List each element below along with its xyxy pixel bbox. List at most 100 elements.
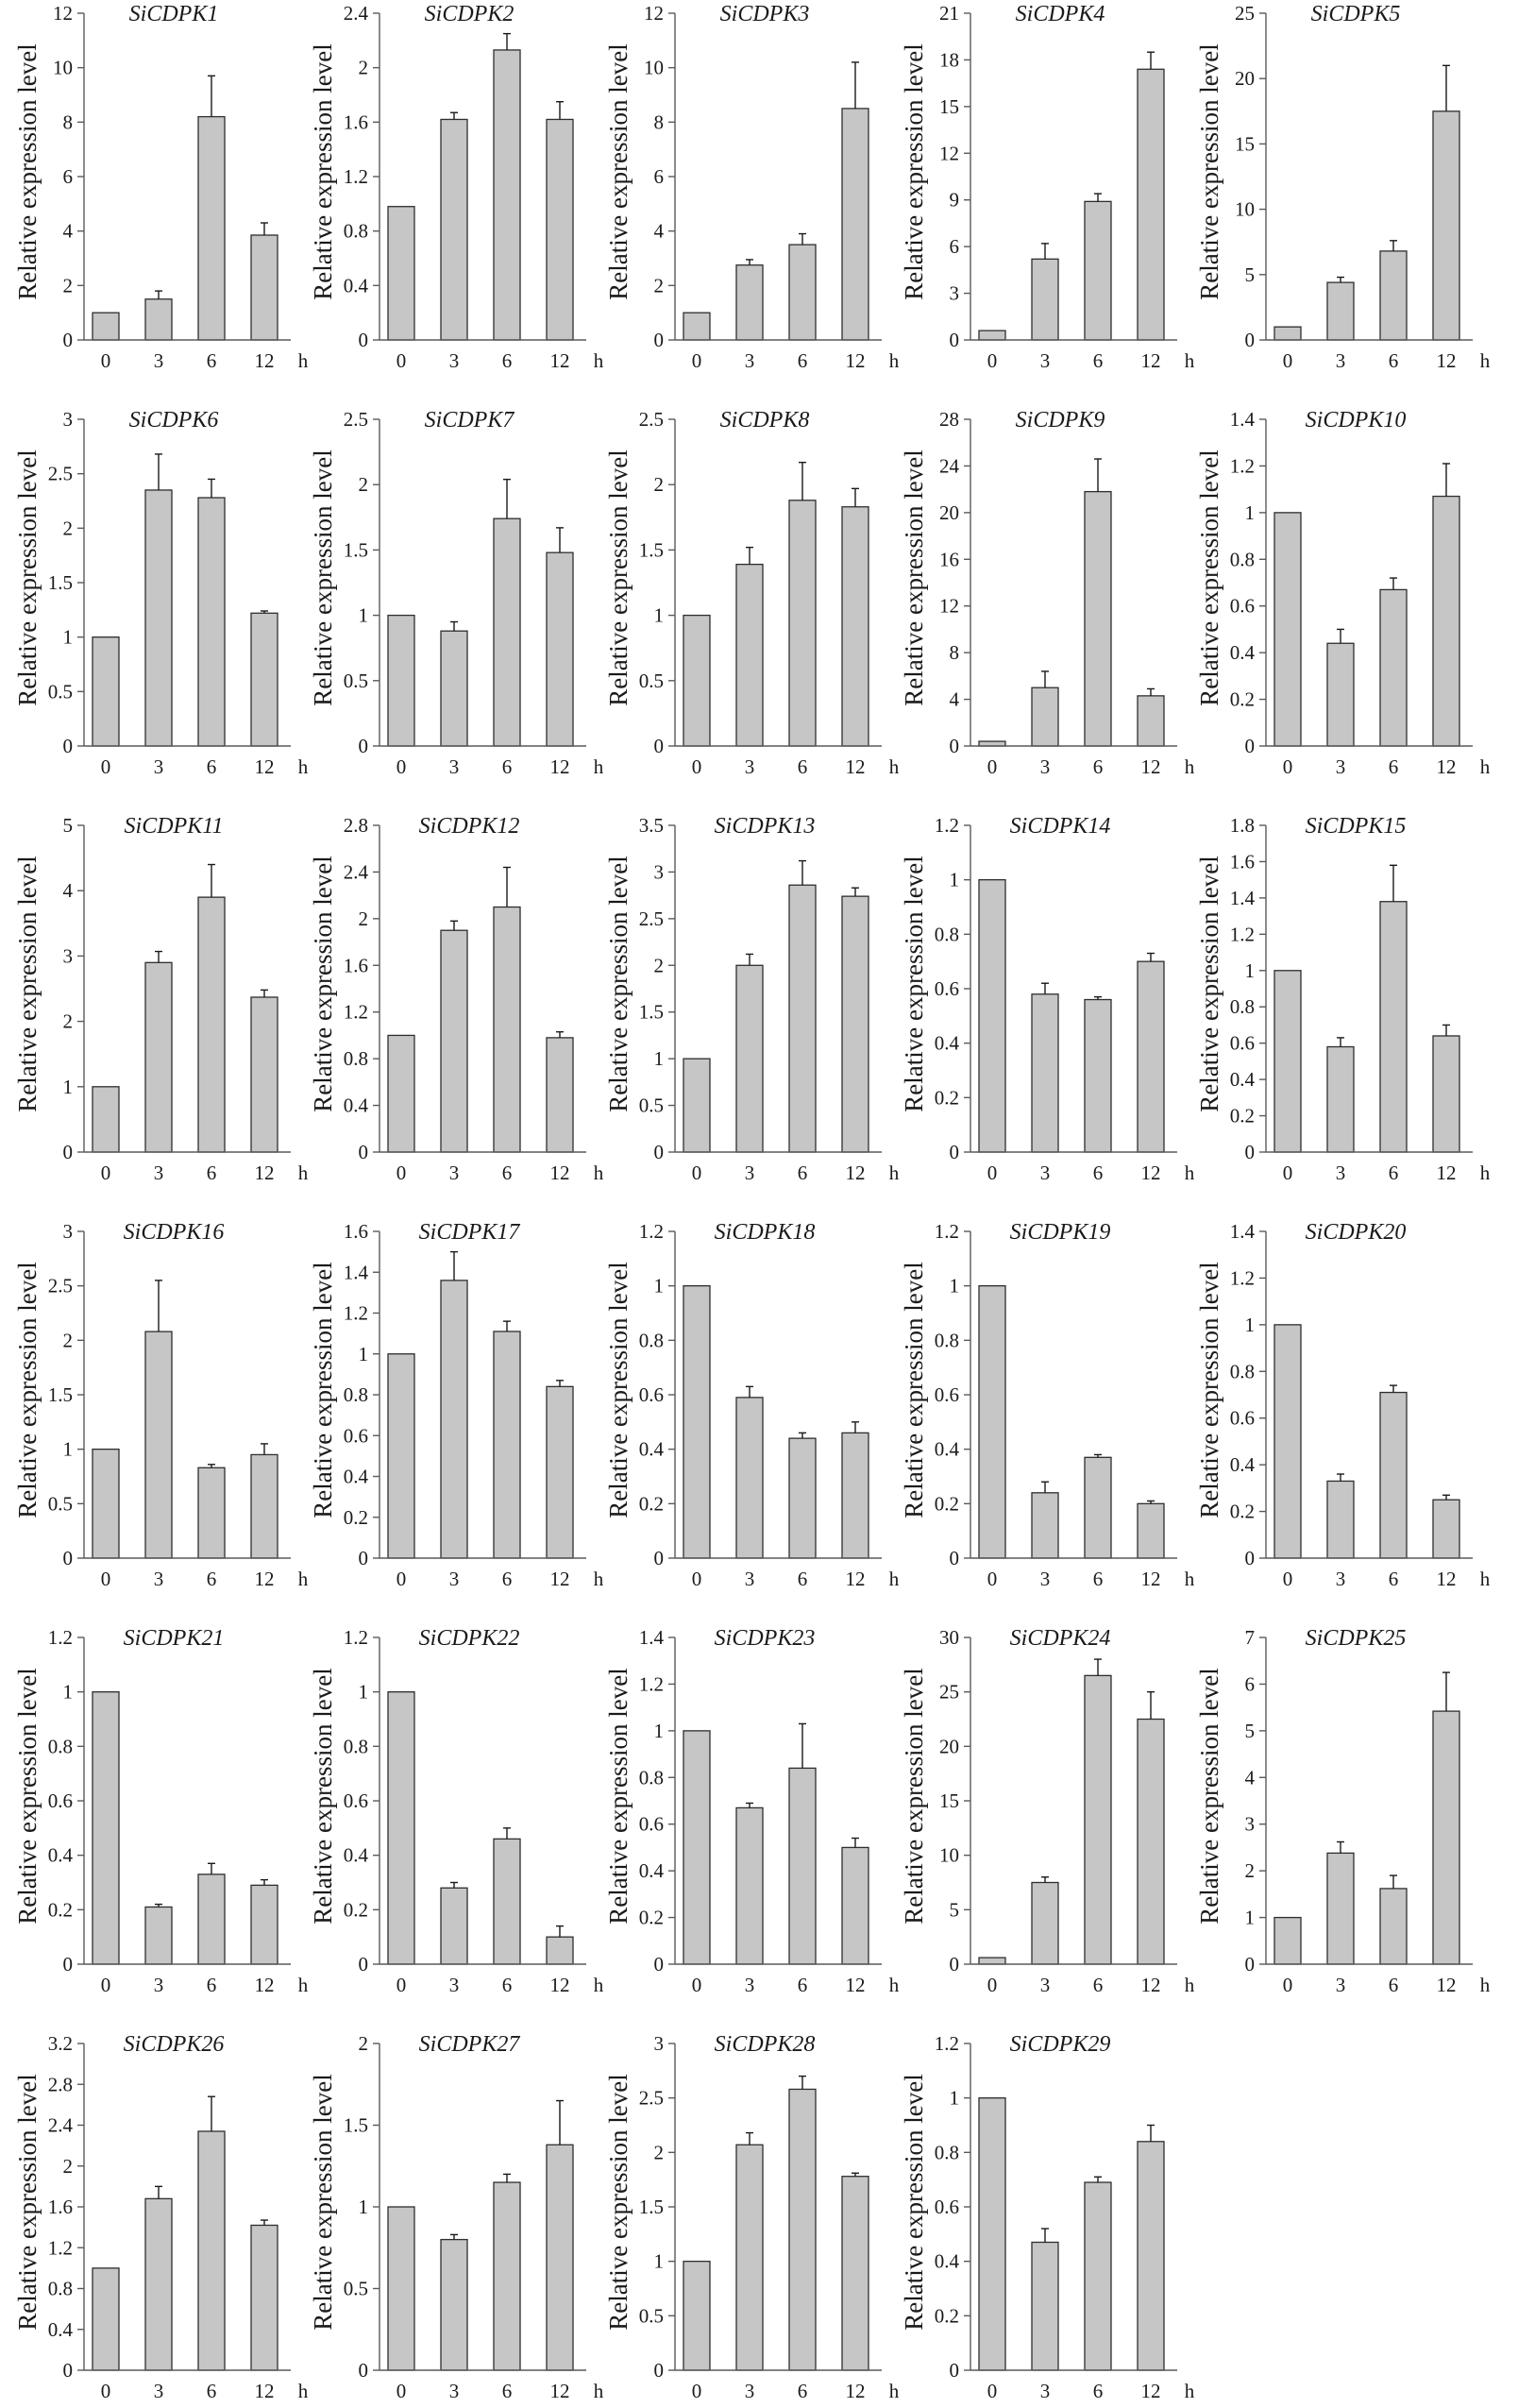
bar: [1379, 588, 1408, 747]
bar: [440, 1280, 468, 1559]
x-tick-label: 3: [449, 1162, 460, 1184]
x-tick-label: 6: [1093, 1162, 1104, 1184]
y-axis-label: Relative expression level: [13, 43, 42, 299]
bar: [546, 118, 574, 341]
y-axis-label: Relative expression level: [900, 1262, 928, 1518]
bar: [1326, 1852, 1355, 1965]
y-tick-label: 3: [654, 860, 665, 883]
y-tick-label: 0.6: [935, 2196, 959, 2218]
y-tick-label: 2: [359, 473, 369, 496]
x-tick-label: 0: [692, 2380, 702, 2402]
y-tick-label: 0: [950, 1141, 960, 1163]
y-tick-label: 1.4: [639, 1626, 665, 1649]
bar: [978, 1957, 1006, 1965]
x-tick-label: 0: [692, 1568, 702, 1590]
x-tick-label: 12: [255, 2380, 275, 2402]
bar: [197, 115, 226, 341]
y-tick-label: 0.4: [344, 1466, 369, 1488]
y-tick-label: 0: [950, 1953, 960, 1976]
y-tick-label: 0.4: [1230, 641, 1256, 664]
y-axis-label: Relative expression level: [13, 2074, 42, 2330]
y-tick-label: 0.2: [48, 1898, 73, 1921]
x-tick-label: 12: [1141, 349, 1161, 372]
chart-panel-sicdpk20: SiCDPK20 Relative expression level 0 0.2 0.4…: [1195, 1220, 1491, 1590]
y-tick-label: 0.4: [1230, 1068, 1256, 1091]
y-tick-label: 1.6: [1230, 850, 1255, 873]
chart-panel-sicdpk19: SiCDPK19 Relative expression level 0 0.2 0.4…: [900, 1220, 1195, 1590]
x-tick-label: 12: [255, 349, 275, 372]
bar: [92, 1691, 120, 1965]
y-tick-label: 0.4: [639, 1859, 665, 1882]
y-axis-label: Relative expression level: [309, 2074, 337, 2330]
y-tick-label: 0.6: [1230, 1032, 1255, 1055]
y-tick-label: 9: [950, 189, 960, 212]
x-tick-label: 6: [502, 349, 513, 372]
bar: [92, 1086, 120, 1153]
x-tick-label: 6: [1389, 1162, 1399, 1184]
x-tick-label: 12: [1437, 1568, 1457, 1590]
y-tick-label: 0.5: [344, 2278, 368, 2300]
bar: [841, 1846, 869, 1965]
x-tick-label: 12: [550, 349, 570, 372]
y-tick-label: 0.6: [1230, 595, 1255, 618]
y-tick-label: 2: [654, 473, 665, 496]
chart-title: SiCDPK5: [1311, 2, 1401, 26]
y-tick-label: 0.8: [344, 1383, 368, 1406]
chart-title: SiCDPK4: [1016, 2, 1105, 26]
y-tick-label: 0.5: [639, 1094, 664, 1117]
y-tick-label: 0.4: [344, 1094, 369, 1117]
x-tick-label: 0: [396, 2380, 407, 2402]
chart-title: SiCDPK11: [125, 814, 224, 839]
bar: [92, 636, 120, 747]
y-tick-label: 1: [359, 604, 369, 627]
x-tick-label: 12: [846, 755, 866, 778]
bar: [978, 2097, 1006, 2371]
y-tick-label: 20: [939, 1735, 959, 1757]
chart-panel-sicdpk16: SiCDPK16 Relative expression level 0 0.5 1 1.…: [13, 1220, 309, 1590]
y-tick-label: 0.2: [935, 1492, 959, 1515]
x-tick-label: 3: [745, 1162, 755, 1184]
x-axis-unit-label: h: [1480, 755, 1491, 778]
y-tick-label: 1.2: [344, 165, 368, 188]
y-tick-label: 20: [939, 501, 959, 524]
y-tick-label: 1: [654, 1720, 665, 1742]
bar: [493, 49, 521, 341]
y-tick-label: 0: [359, 1141, 369, 1163]
y-tick-label: 2.5: [639, 408, 664, 431]
y-tick-label: 0.2: [639, 1492, 664, 1515]
y-tick-label: 1.6: [344, 954, 368, 976]
chart-title: SiCDPK24: [1010, 1626, 1111, 1651]
y-tick-label: 0: [1245, 735, 1256, 757]
bar: [493, 1838, 521, 1965]
y-tick-label: 2: [63, 274, 74, 297]
y-tick-label: 0: [1245, 1547, 1256, 1569]
y-axis-label: Relative expression level: [1195, 449, 1223, 705]
chart-title: SiCDPK7: [425, 408, 515, 432]
x-tick-label: 12: [846, 2380, 866, 2402]
y-tick-label: 1: [654, 1047, 665, 1070]
bar: [1432, 1035, 1460, 1153]
chart-panel-sicdpk7: SiCDPK7 Relative expression level 0 0.5 1 1.5…: [309, 408, 604, 778]
x-tick-label: 6: [1389, 755, 1399, 778]
bar: [735, 563, 764, 747]
y-axis-label: Relative expression level: [13, 449, 42, 705]
y-tick-label: 12: [939, 595, 959, 618]
bar: [197, 896, 226, 1153]
y-tick-label: 0.6: [639, 1383, 664, 1406]
bar: [1031, 1492, 1059, 1559]
x-axis-unit-label: h: [889, 1162, 900, 1184]
x-tick-label: 0: [101, 755, 111, 778]
y-tick-label: 4: [1245, 1766, 1256, 1789]
x-tick-label: 6: [502, 1162, 513, 1184]
x-tick-label: 3: [1040, 1568, 1051, 1590]
chart-title: SiCDPK2: [425, 2, 514, 26]
x-tick-label: 12: [846, 1974, 866, 1996]
x-axis-unit-label: h: [594, 755, 604, 778]
y-tick-label: 0.5: [639, 2304, 664, 2327]
y-tick-label: 18: [939, 48, 959, 71]
bar: [683, 614, 711, 747]
y-tick-label: 2.8: [344, 814, 368, 837]
y-axis-label: Relative expression level: [604, 2074, 632, 2330]
x-tick-label: 3: [1336, 349, 1346, 372]
x-tick-label: 6: [502, 755, 513, 778]
